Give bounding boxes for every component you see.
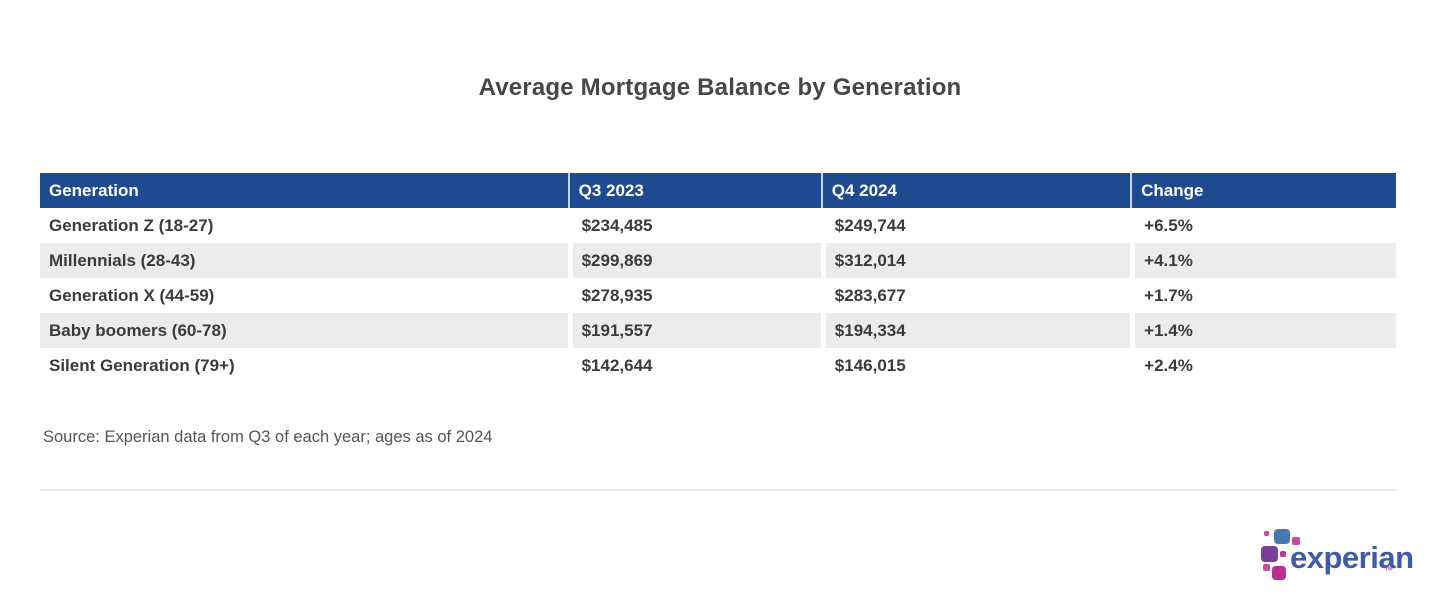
footer-divider bbox=[40, 489, 1397, 491]
logo-purple-square-icon bbox=[1261, 546, 1278, 562]
cell-q4-2024: $249,744 bbox=[820, 208, 1131, 243]
table-header-row: Generation Q3 2023 Q4 2024 Change bbox=[40, 173, 1396, 208]
cell-q4-2024: $146,015 bbox=[820, 348, 1131, 383]
cell-generation: Generation Z (18-27) bbox=[40, 208, 568, 243]
table-row: Millennials (28-43) $299,869 $312,014 +4… bbox=[40, 243, 1396, 278]
cell-change: +1.4% bbox=[1130, 313, 1396, 348]
column-header-generation: Generation bbox=[40, 173, 568, 208]
column-header-change: Change bbox=[1130, 173, 1396, 208]
page-title: Average Mortgage Balance by Generation bbox=[478, 74, 962, 101]
table-row: Baby boomers (60-78) $191,557 $194,334 +… bbox=[40, 313, 1396, 348]
table-row: Generation Z (18-27) $234,485 $249,744 +… bbox=[40, 208, 1396, 243]
experian-wordmark: experian bbox=[1290, 540, 1414, 575]
logo-dot-icon bbox=[1263, 564, 1270, 571]
cell-q3-2023: $299,869 bbox=[567, 243, 821, 278]
table-row: Generation X (44-59) $278,935 $283,677 +… bbox=[40, 278, 1396, 313]
cell-change: +6.5% bbox=[1130, 208, 1396, 243]
experian-logo: experian ™ bbox=[1261, 527, 1414, 585]
cell-q3-2023: $278,935 bbox=[567, 278, 821, 313]
source-note: Source: Experian data from Q3 of each ye… bbox=[43, 428, 493, 446]
logo-magenta-square-icon bbox=[1272, 566, 1286, 580]
cell-generation: Generation X (44-59) bbox=[40, 278, 568, 313]
table-row: Silent Generation (79+) $142,644 $146,01… bbox=[40, 348, 1396, 383]
cell-q4-2024: $194,334 bbox=[820, 313, 1131, 348]
column-header-q3-2023: Q3 2023 bbox=[567, 173, 821, 208]
cell-q4-2024: $312,014 bbox=[820, 243, 1131, 278]
mortgage-balance-table: Generation Q3 2023 Q4 2024 Change Genera… bbox=[40, 173, 1396, 383]
cell-q3-2023: $191,557 bbox=[567, 313, 821, 348]
trademark-symbol: ™ bbox=[1384, 565, 1393, 575]
cell-change: +4.1% bbox=[1130, 243, 1396, 278]
cell-q3-2023: $234,485 bbox=[567, 208, 821, 243]
cell-q3-2023: $142,644 bbox=[567, 348, 821, 383]
cell-generation: Silent Generation (79+) bbox=[40, 348, 568, 383]
logo-dot-icon bbox=[1280, 551, 1286, 557]
cell-q4-2024: $283,677 bbox=[820, 278, 1131, 313]
logo-blue-square-icon bbox=[1274, 529, 1290, 544]
cell-change: +2.4% bbox=[1130, 348, 1396, 383]
logo-dot-icon bbox=[1264, 531, 1269, 536]
cell-change: +1.7% bbox=[1130, 278, 1396, 313]
cell-generation: Millennials (28-43) bbox=[40, 243, 568, 278]
cell-generation: Baby boomers (60-78) bbox=[40, 313, 568, 348]
column-header-q4-2024: Q4 2024 bbox=[820, 173, 1131, 208]
logo-dot-icon bbox=[1292, 537, 1300, 545]
